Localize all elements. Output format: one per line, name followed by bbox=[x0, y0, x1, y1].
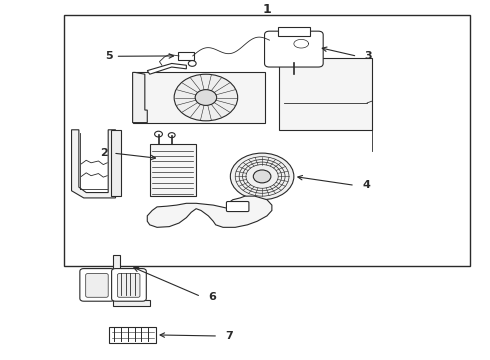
FancyBboxPatch shape bbox=[80, 269, 115, 301]
FancyBboxPatch shape bbox=[265, 31, 323, 67]
Polygon shape bbox=[133, 72, 147, 123]
FancyBboxPatch shape bbox=[118, 274, 140, 297]
Polygon shape bbox=[72, 130, 116, 198]
FancyBboxPatch shape bbox=[278, 27, 310, 36]
FancyBboxPatch shape bbox=[133, 72, 265, 123]
Text: 5: 5 bbox=[105, 51, 113, 61]
FancyBboxPatch shape bbox=[178, 52, 194, 60]
FancyBboxPatch shape bbox=[112, 269, 147, 301]
Polygon shape bbox=[147, 63, 186, 74]
Circle shape bbox=[168, 133, 175, 138]
Bar bbox=[279, 58, 372, 130]
Polygon shape bbox=[147, 196, 272, 227]
Text: 2: 2 bbox=[100, 148, 108, 158]
Text: 1: 1 bbox=[263, 3, 271, 16]
Bar bbox=[64, 15, 470, 266]
Polygon shape bbox=[113, 255, 150, 306]
Bar bbox=[111, 130, 122, 196]
Text: 7: 7 bbox=[225, 331, 233, 341]
Text: 4: 4 bbox=[362, 180, 370, 190]
Circle shape bbox=[253, 170, 271, 183]
Circle shape bbox=[188, 60, 196, 66]
Circle shape bbox=[195, 90, 217, 105]
Text: 3: 3 bbox=[365, 51, 372, 61]
Bar bbox=[109, 327, 156, 343]
Circle shape bbox=[155, 131, 162, 137]
FancyBboxPatch shape bbox=[226, 202, 249, 212]
Circle shape bbox=[174, 74, 238, 121]
Circle shape bbox=[230, 153, 294, 200]
FancyBboxPatch shape bbox=[86, 274, 108, 297]
Text: 6: 6 bbox=[208, 292, 216, 302]
Bar bbox=[150, 144, 196, 196]
